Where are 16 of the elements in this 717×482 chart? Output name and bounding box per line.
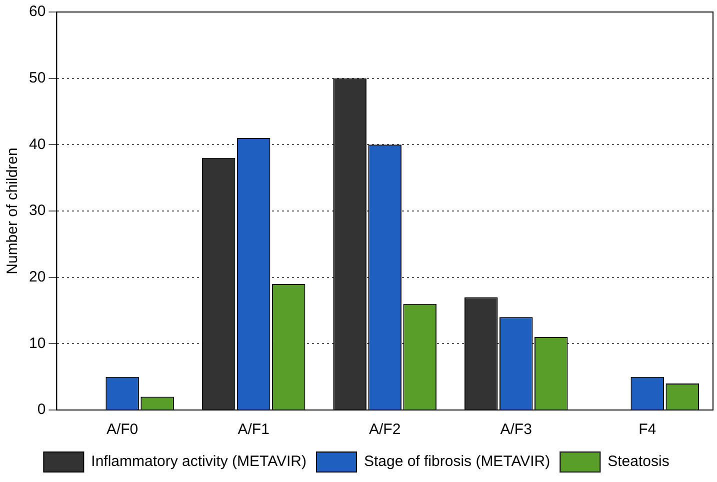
x-tick-label: A/F1	[238, 421, 270, 438]
y-axis-title: Number of children	[4, 148, 22, 274]
x-tick-label: F4	[638, 421, 656, 438]
y-tick-label: 10	[28, 334, 46, 352]
y-tick-label: 50	[28, 69, 46, 86]
y-tick-label: 20	[28, 268, 46, 286]
legend-label: Inflammatory activity (METAVIR)	[91, 453, 306, 470]
y-tick-label: 40	[28, 136, 46, 153]
x-tick-label: A/F0	[106, 421, 138, 438]
y-tick-label: 60	[28, 3, 46, 20]
y-tick-label: 0	[37, 401, 46, 418]
legend-label: Stage of fibrosis (METAVIR)	[364, 453, 550, 470]
y-tick-label: 30	[28, 202, 46, 220]
x-tick-label: A/F2	[369, 421, 401, 438]
legend-label: Steatosis	[608, 453, 670, 470]
x-tick-label: A/F3	[500, 421, 532, 438]
